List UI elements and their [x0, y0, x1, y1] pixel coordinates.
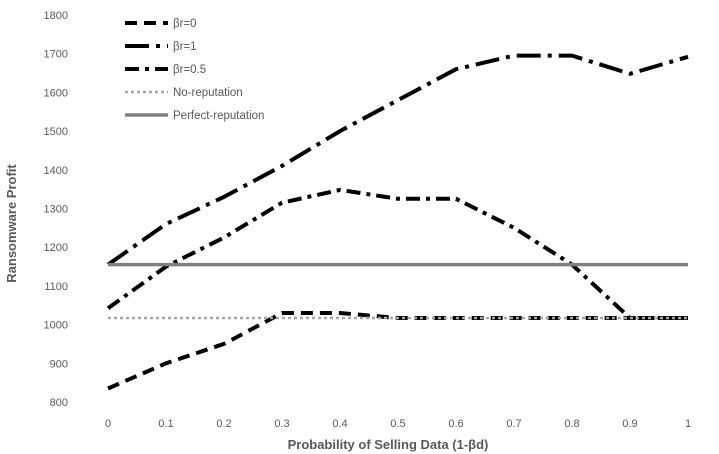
- series-lines: [106, 53, 689, 391]
- x-tick-label: 0.9: [622, 418, 637, 430]
- y-tick-label: 1200: [44, 242, 68, 254]
- x-axis-ticks: 0 0.1 0.2 0.3 0.4 0.5 0.6 0.7 0.8 0.9 1: [105, 418, 691, 430]
- y-axis-title: Ransomware Profit: [4, 164, 19, 283]
- y-tick-label: 1700: [44, 49, 68, 61]
- y-tick-label: 1800: [44, 10, 68, 22]
- y-tick-label: 1000: [44, 320, 68, 332]
- legend-label: No-reputation: [173, 87, 243, 99]
- y-tick-label: 800: [50, 397, 68, 409]
- legend-label: Perfect-reputation: [173, 110, 264, 122]
- x-tick-label: 0: [105, 418, 111, 430]
- legend-label: βr=1: [173, 41, 197, 53]
- x-tick-label: 0.8: [564, 418, 579, 430]
- x-tick-label: 0.5: [390, 418, 405, 430]
- y-tick-label: 1500: [44, 126, 68, 138]
- y-axis-ticks: 800 900 1000 1100 1200 1300 1400 1500 1600 1700 18…: [44, 10, 68, 409]
- x-tick-label: 0.7: [506, 418, 521, 430]
- x-tick-label: 0.1: [158, 418, 173, 430]
- y-tick-label: 1400: [44, 165, 68, 177]
- x-tick-label: 1: [685, 418, 691, 430]
- series-line-0: [107, 311, 688, 391]
- y-tick-label: 900: [50, 358, 68, 370]
- legend-label: βr=0: [173, 18, 197, 30]
- legend-label: βr=0.5: [173, 64, 206, 76]
- y-tick-label: 1600: [44, 87, 68, 99]
- x-tick-label: 0.4: [332, 418, 347, 430]
- series-line-1: [106, 53, 689, 267]
- y-tick-label: 1300: [44, 204, 68, 216]
- x-tick-label: 0.2: [216, 418, 231, 430]
- legend: βr=0 βr=1 βr=0.5 No-reputation Perfect-reput…: [125, 18, 264, 122]
- x-axis-title: Probability of Selling Data (1-βd): [288, 437, 489, 452]
- series-line-2: [106, 187, 688, 320]
- x-tick-label: 0.3: [274, 418, 289, 430]
- y-tick-label: 1100: [44, 281, 68, 293]
- x-tick-label: 0.6: [448, 418, 463, 430]
